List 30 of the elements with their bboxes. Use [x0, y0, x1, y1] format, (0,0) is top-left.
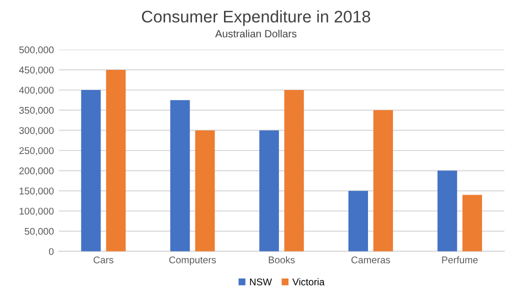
bar: [373, 110, 393, 252]
bar: [462, 194, 482, 252]
bar: [259, 130, 279, 252]
y-tick-label: 350,000: [19, 106, 54, 115]
legend-label: Victoria: [292, 278, 325, 286]
y-tick-label: 300,000: [19, 127, 54, 136]
y-tick-label: 50,000: [24, 228, 54, 236]
x-tick-label: Computers: [169, 256, 216, 266]
bar: [195, 130, 215, 252]
x-tick-label: Books: [268, 256, 295, 264]
x-tick-label: Cameras: [351, 256, 390, 264]
bar: [284, 90, 304, 252]
chart-title: Consumer Expenditure in 2018: [142, 10, 370, 26]
y-tick-label: 0: [48, 248, 54, 255]
legend-label: NSW: [250, 278, 272, 286]
y-tick-label: 150,000: [20, 188, 54, 196]
y-tick-label: 450,000: [19, 66, 54, 75]
bar: [170, 100, 190, 252]
bar: [348, 190, 368, 252]
y-tick-label: 500,000: [19, 46, 54, 54]
bar: [81, 90, 101, 252]
y-tick-label: 100,000: [20, 208, 54, 216]
y-tick-label: 250,000: [19, 147, 54, 156]
bar: [106, 70, 126, 252]
x-tick-label: Perfume: [442, 256, 478, 264]
chart-subtitle: Australian Dollars: [215, 30, 296, 38]
x-tick-label: Cars: [94, 256, 114, 264]
y-tick-label: 400,000: [19, 86, 54, 95]
y-tick-label: 200,000: [19, 167, 54, 176]
bar: [438, 170, 458, 252]
